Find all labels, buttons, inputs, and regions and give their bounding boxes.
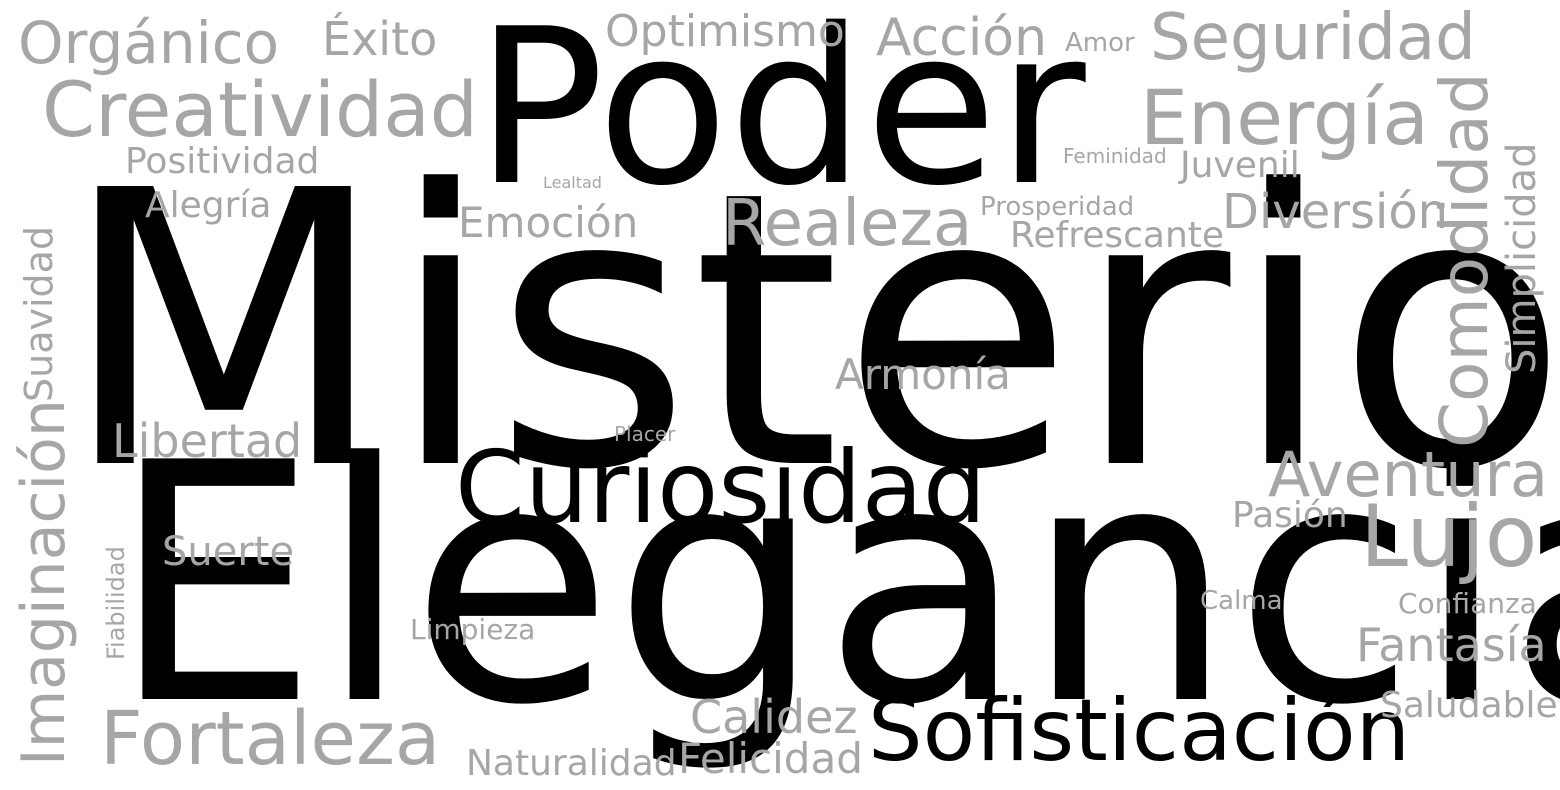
word-misterio: Misterio	[60, 110, 1560, 553]
word-simplicidad: Simplicidad	[1499, 142, 1545, 374]
word-energia: Energía	[1140, 73, 1429, 162]
word-confianza: Confianza	[1398, 587, 1537, 620]
word-poder: Poder	[475, 0, 1086, 233]
word-pasion: Pasión	[1232, 495, 1348, 536]
word-amor: Amor	[1065, 28, 1135, 58]
word-juvenil: Juvenil	[1180, 145, 1300, 186]
word-diversion: Diversión	[1222, 184, 1449, 240]
word-optimismo: Optimismo	[605, 6, 845, 57]
word-fortaleza: Fortaleza	[100, 696, 441, 782]
word-accion: Acción	[876, 8, 1048, 68]
word-creatividad: Creatividad	[42, 65, 479, 154]
word-feminidad: Feminidad	[1063, 144, 1167, 168]
word-seguridad: Seguridad	[1150, 1, 1476, 75]
word-lujo: Lujo	[1360, 487, 1538, 587]
word-sofisticacion: Sofisticación	[868, 681, 1411, 781]
word-felicidad: Felicidad	[678, 734, 863, 783]
word-calma: Calma	[1200, 586, 1283, 616]
word-elegancia: Elegancia	[110, 393, 1560, 777]
word-fantasia: Fantasía	[1356, 618, 1547, 672]
word-exito: Éxito	[322, 12, 438, 66]
word-prosperidad: Prosperidad	[980, 192, 1135, 222]
word-libertad: Libertad	[112, 414, 303, 468]
word-realeza: Realeza	[722, 187, 973, 261]
word-refrescante: Refrescante	[1010, 215, 1225, 256]
word-comodidad: Comodidad	[1426, 72, 1503, 448]
word-organico: Orgánico	[18, 9, 280, 77]
word-armonia: Armonía	[835, 350, 1011, 399]
word-placer: Placer	[614, 422, 676, 446]
word-positividad: Positividad	[125, 141, 320, 182]
word-limpieza: Limpieza	[410, 613, 536, 646]
word-lealtad: Lealtad	[543, 173, 602, 192]
word-suerte: Suerte	[162, 529, 295, 575]
word-saludable: Saludable	[1380, 685, 1558, 726]
word-imaginacion: Imaginación	[9, 399, 79, 766]
word-calidez: Calidez	[690, 690, 858, 744]
word-fiabilidad: Fiabilidad	[102, 546, 130, 660]
word-naturalidad: Naturalidad	[466, 743, 677, 784]
word-suavidad: Suavidad	[17, 225, 61, 402]
word-emocion: Emoción	[458, 198, 639, 247]
word-alegria: Alegría	[145, 185, 272, 226]
word-aventura: Aventura	[1268, 438, 1548, 511]
word-curiosidad: Curiosidad	[455, 429, 987, 546]
